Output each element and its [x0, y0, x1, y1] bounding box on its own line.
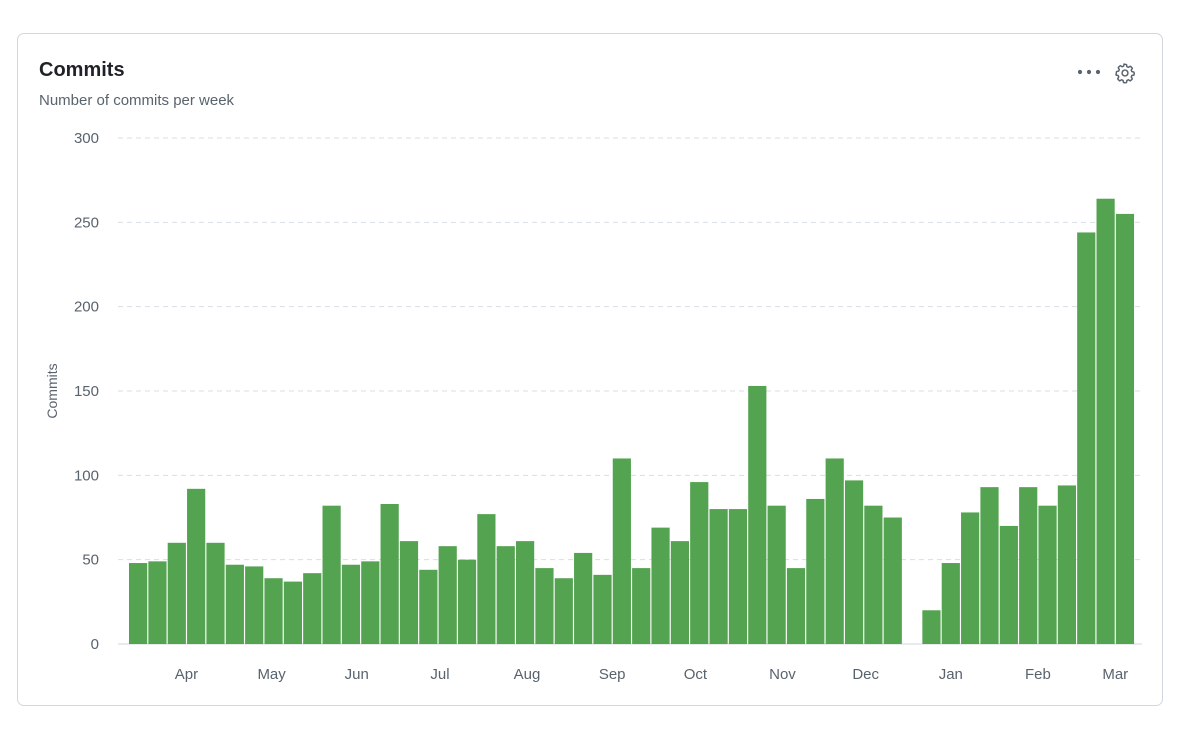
bar — [535, 568, 554, 644]
bar — [651, 527, 670, 644]
x-tick-label: Apr — [175, 666, 198, 683]
bar — [283, 581, 302, 644]
x-tick-label: Dec — [852, 666, 879, 683]
bar — [1019, 487, 1038, 644]
bar — [767, 505, 786, 644]
bar — [1077, 232, 1096, 644]
card-title: Commits — [39, 59, 125, 81]
bar — [303, 573, 322, 644]
bar — [632, 568, 651, 644]
bar — [961, 512, 980, 644]
bar — [844, 480, 864, 644]
bar — [264, 578, 283, 644]
x-tick-label: Sep — [599, 666, 626, 683]
bar — [574, 552, 593, 644]
bar — [225, 564, 244, 644]
bar — [1096, 198, 1115, 644]
x-tick-label: Mar — [1102, 666, 1128, 683]
y-tick-label: 50 — [82, 552, 99, 569]
bar — [1038, 505, 1057, 644]
bar — [457, 559, 477, 644]
bar — [883, 517, 902, 644]
bar — [690, 482, 709, 644]
x-tick-label: Feb — [1025, 666, 1051, 683]
bar — [380, 504, 399, 644]
y-axis-label: Commits — [44, 363, 60, 418]
bar — [748, 385, 767, 644]
bar — [864, 505, 883, 644]
bar — [728, 509, 748, 644]
x-tick-label: May — [257, 666, 286, 683]
bar — [399, 541, 419, 644]
more-options-button[interactable] — [1074, 60, 1104, 84]
bar — [922, 610, 941, 644]
card-subtitle: Number of commits per week — [39, 92, 235, 109]
bar — [593, 574, 612, 644]
bar — [554, 578, 573, 644]
x-tick-label: Jun — [345, 666, 369, 683]
kebab-horizontal-icon — [1077, 69, 1101, 75]
y-tick-label: 150 — [74, 383, 99, 400]
bar — [167, 542, 186, 644]
bar — [438, 546, 457, 644]
bar — [825, 458, 844, 644]
bar — [341, 564, 361, 644]
bar — [670, 541, 689, 644]
y-tick-label: 0 — [91, 636, 99, 653]
bar — [245, 566, 264, 644]
bar — [709, 509, 728, 644]
bar — [999, 525, 1018, 644]
x-tick-label: Jan — [939, 666, 963, 683]
bar — [1057, 485, 1076, 644]
bar — [980, 487, 999, 644]
bar — [786, 568, 806, 644]
bar — [322, 505, 341, 644]
bar — [477, 514, 496, 644]
bar — [612, 458, 631, 644]
bar — [129, 563, 148, 644]
gear-icon — [1115, 63, 1135, 84]
x-tick-label: Oct — [684, 666, 708, 683]
bar — [187, 488, 206, 644]
x-tick-label: Jul — [430, 666, 449, 683]
y-tick-label: 200 — [74, 299, 99, 316]
bar — [806, 498, 825, 644]
bar — [516, 541, 535, 644]
y-tick-label: 250 — [74, 214, 99, 231]
bar — [206, 542, 225, 644]
bar — [1115, 213, 1135, 644]
y-tick-label: 100 — [74, 467, 99, 484]
bar — [419, 569, 438, 644]
x-tick-label: Aug — [514, 666, 541, 683]
bar — [496, 546, 515, 644]
y-tick-label: 300 — [74, 130, 99, 147]
settings-button[interactable] — [1112, 60, 1138, 86]
bar — [361, 561, 380, 644]
bar — [941, 563, 960, 644]
bar — [148, 561, 167, 644]
x-tick-label: Nov — [769, 666, 796, 683]
